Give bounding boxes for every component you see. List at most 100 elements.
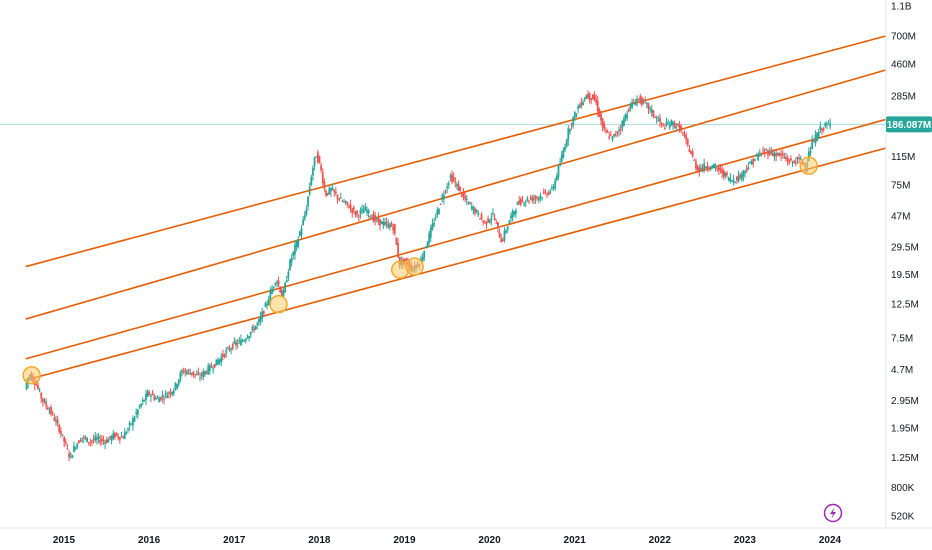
candle [223, 353, 226, 359]
candle [421, 252, 424, 263]
candle [132, 415, 134, 431]
candle [814, 130, 817, 147]
candle [524, 200, 527, 208]
touch-marker[interactable] [269, 295, 288, 314]
candle [703, 158, 706, 173]
candle [362, 205, 365, 214]
candle [256, 321, 259, 330]
candle [272, 286, 275, 292]
candle [498, 228, 501, 238]
x-tick-label: 2016 [138, 535, 161, 546]
y-tick-label: 1.25M [891, 453, 919, 464]
touch-marker[interactable] [405, 257, 424, 276]
candle [259, 311, 262, 326]
candle [644, 96, 647, 104]
candle [452, 172, 455, 183]
candle [575, 113, 578, 118]
candle [560, 150, 563, 164]
candle [582, 99, 584, 106]
candle [231, 342, 234, 351]
candle [464, 191, 467, 203]
candle [321, 168, 324, 186]
candle [298, 230, 301, 237]
candle [105, 436, 108, 444]
touch-marker[interactable] [799, 156, 818, 175]
candle [699, 163, 702, 172]
candle [277, 276, 280, 288]
candle [670, 119, 673, 126]
touch-marker[interactable] [22, 366, 41, 385]
candle [613, 133, 616, 138]
candle [760, 152, 763, 157]
candle [713, 163, 715, 169]
candle [749, 160, 751, 164]
lightning-icon[interactable] [823, 503, 843, 523]
candle [513, 210, 516, 217]
candle [436, 207, 439, 218]
candle [159, 396, 162, 402]
candle [637, 98, 640, 101]
candle [37, 381, 39, 391]
candle [696, 164, 699, 173]
y-axis[interactable]: 1.1B 700M 460M 285M 115M 75M 47M 29.5M 19.5M 12.5… [891, 2, 919, 523]
candle [222, 349, 224, 361]
candle [704, 166, 707, 169]
candle [501, 237, 504, 242]
candle [686, 138, 689, 148]
candle [675, 123, 678, 132]
candle [280, 287, 283, 296]
candle [294, 242, 296, 260]
channel-lines [25, 35, 886, 381]
candle [611, 136, 614, 143]
candle [701, 164, 704, 173]
candle [595, 94, 598, 106]
candle [107, 437, 110, 443]
candle [285, 275, 288, 283]
candle [194, 373, 197, 379]
channel-line[interactable] [25, 35, 886, 268]
candle [385, 217, 388, 229]
candle [364, 203, 367, 211]
candle [747, 162, 750, 171]
candle [154, 395, 157, 401]
candle [825, 121, 828, 130]
candle [632, 98, 635, 104]
candle [695, 158, 697, 172]
candle [641, 96, 643, 108]
candle [657, 115, 660, 122]
candle [460, 193, 463, 198]
candle [325, 189, 327, 197]
x-tick-label: 2018 [308, 535, 331, 546]
candle [135, 408, 138, 418]
candle [392, 223, 395, 235]
channel-line[interactable] [25, 147, 886, 381]
candle [531, 194, 534, 204]
candle [55, 416, 57, 426]
candle [240, 334, 242, 346]
candle [104, 439, 106, 450]
candle [141, 397, 144, 405]
candle [619, 124, 622, 135]
candle [354, 210, 357, 218]
y-tick-label: 12.5M [891, 300, 919, 311]
candle [583, 96, 586, 102]
candle [490, 212, 493, 226]
candle [762, 146, 764, 153]
candle [645, 102, 648, 109]
candle [667, 119, 670, 125]
channel-line[interactable] [25, 118, 886, 360]
candle [672, 120, 674, 131]
y-tick-label: 520K [891, 512, 915, 523]
candle [210, 362, 213, 368]
candle [238, 336, 241, 344]
candle [297, 236, 300, 249]
candle [146, 389, 149, 398]
candle [544, 188, 547, 195]
candle [472, 205, 475, 215]
x-axis[interactable]: 2015 2016 2017 2018 2019 2020 2021 2022 2023 2024 [53, 535, 842, 546]
candle [650, 104, 653, 117]
candle [307, 196, 309, 211]
channel-line[interactable] [25, 69, 886, 320]
candle [601, 117, 604, 132]
